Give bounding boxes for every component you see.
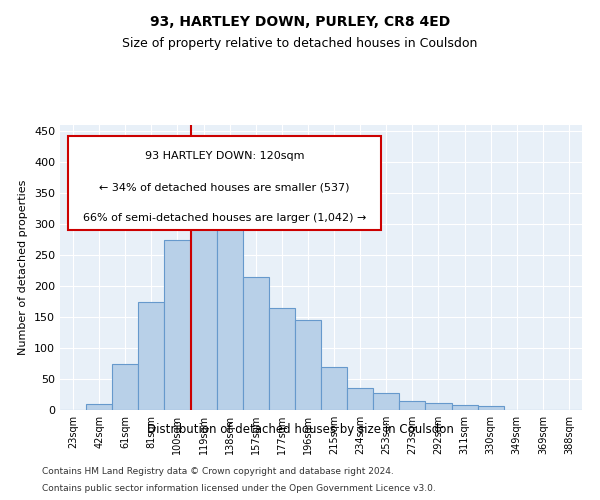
FancyBboxPatch shape	[68, 136, 381, 230]
Bar	[139, 302, 164, 410]
Text: 93, HARTLEY DOWN, PURLEY, CR8 4ED: 93, HARTLEY DOWN, PURLEY, CR8 4ED	[150, 15, 450, 29]
Bar	[164, 240, 191, 410]
Bar	[478, 406, 504, 410]
Bar	[295, 320, 321, 410]
Bar	[242, 277, 269, 410]
Bar	[217, 200, 243, 410]
Bar	[373, 392, 400, 410]
Text: ← 34% of detached houses are smaller (537): ← 34% of detached houses are smaller (53…	[99, 182, 350, 192]
Bar	[452, 405, 478, 410]
Bar	[86, 404, 112, 410]
Text: 93 HARTLEY DOWN: 120sqm: 93 HARTLEY DOWN: 120sqm	[145, 150, 304, 160]
Text: Distribution of detached houses by size in Coulsdon: Distribution of detached houses by size …	[146, 422, 454, 436]
Text: 66% of semi-detached houses are larger (1,042) →: 66% of semi-detached houses are larger (…	[83, 214, 366, 224]
Bar	[425, 402, 452, 410]
Bar	[269, 308, 295, 410]
Text: Contains public sector information licensed under the Open Government Licence v3: Contains public sector information licen…	[42, 484, 436, 493]
Bar	[321, 366, 347, 410]
Bar	[112, 364, 139, 410]
Bar	[347, 388, 373, 410]
Text: Contains HM Land Registry data © Crown copyright and database right 2024.: Contains HM Land Registry data © Crown c…	[42, 468, 394, 476]
Bar	[400, 400, 425, 410]
Bar	[191, 200, 217, 410]
Text: Size of property relative to detached houses in Coulsdon: Size of property relative to detached ho…	[122, 38, 478, 51]
Y-axis label: Number of detached properties: Number of detached properties	[19, 180, 28, 355]
